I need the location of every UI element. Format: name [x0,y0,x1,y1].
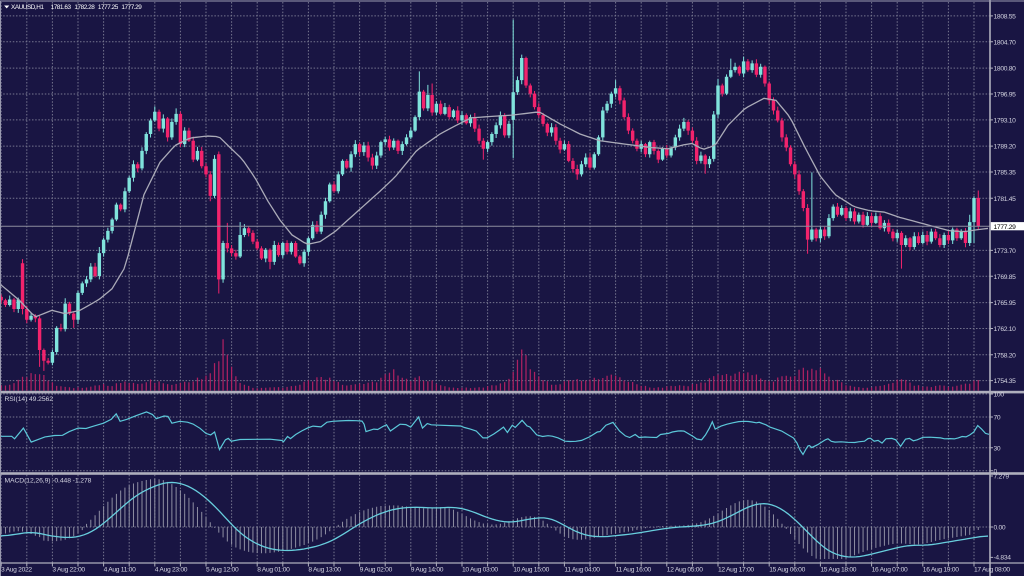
svg-text:1769.85: 1769.85 [994,274,1017,281]
svg-text:1785.35: 1785.35 [994,170,1017,177]
svg-text:1758.20: 1758.20 [994,352,1017,359]
svg-text:10 Aug 15:00: 10 Aug 15:00 [513,567,549,574]
svg-text:15 Aug 18:00: 15 Aug 18:00 [820,567,856,574]
svg-text:1781.45: 1781.45 [994,196,1017,203]
svg-text:1808.55: 1808.55 [994,14,1017,21]
svg-text:XAUUSD,H1: XAUUSD,H1 [11,4,44,11]
svg-text:11 Aug 04:00: 11 Aug 04:00 [564,567,600,574]
svg-text:1773.70: 1773.70 [994,248,1017,255]
svg-text:1796.95: 1796.95 [994,92,1017,99]
svg-text:9 Aug 14:00: 9 Aug 14:00 [411,567,444,574]
svg-text:3 Aug 22:00: 3 Aug 22:00 [52,567,85,574]
svg-text:1793.10: 1793.10 [994,118,1017,125]
svg-text:1789.20: 1789.20 [994,144,1017,151]
svg-text:1777.29: 1777.29 [121,4,142,11]
svg-text:1765.95: 1765.95 [994,300,1017,307]
svg-text:9 Aug 02:00: 9 Aug 02:00 [360,567,393,574]
svg-text:17 Aug 08:00: 17 Aug 08:00 [974,567,1010,574]
svg-text:11 Aug 16:00: 11 Aug 16:00 [616,567,652,574]
svg-text:7.279: 7.279 [994,474,1010,481]
svg-text:16 Aug 07:00: 16 Aug 07:00 [872,567,908,574]
svg-text:1804.70: 1804.70 [994,39,1017,46]
svg-text:RSI(14) 49.2562: RSI(14) 49.2562 [5,396,54,403]
svg-text:4 Aug 23:00: 4 Aug 23:00 [155,567,188,574]
svg-text:1782.28: 1782.28 [74,4,95,11]
svg-text:MACD(12,26,9) -0.448 -1.278: MACD(12,26,9) -0.448 -1.278 [5,477,92,484]
svg-text:1781.63: 1781.63 [51,4,72,11]
svg-text:30: 30 [994,445,1001,452]
svg-text:8 Aug 01:00: 8 Aug 01:00 [257,567,290,574]
svg-text:16 Aug 19:00: 16 Aug 19:00 [923,567,959,574]
svg-text:1777.29: 1777.29 [994,224,1017,231]
svg-text:5 Aug 12:00: 5 Aug 12:00 [206,567,239,574]
svg-text:15 Aug 06:00: 15 Aug 06:00 [769,567,805,574]
svg-text:12 Aug 17:00: 12 Aug 17:00 [718,567,754,574]
svg-text:70: 70 [994,415,1001,422]
svg-text:-4.834: -4.834 [994,555,1012,562]
svg-text:0: 0 [994,468,998,475]
svg-text:100: 100 [994,392,1005,399]
svg-text:10 Aug 03:00: 10 Aug 03:00 [462,567,498,574]
svg-text:4 Aug 11:00: 4 Aug 11:00 [104,567,136,574]
svg-text:1777.25: 1777.25 [98,4,119,11]
svg-text:1800.80: 1800.80 [994,66,1017,73]
svg-text:12 Aug 05:00: 12 Aug 05:00 [667,567,703,574]
svg-text:1754.35: 1754.35 [994,378,1017,385]
svg-text:3 Aug 2022: 3 Aug 2022 [1,567,32,574]
svg-text:1762.10: 1762.10 [994,326,1017,333]
svg-text:8 Aug 13:00: 8 Aug 13:00 [308,567,341,574]
svg-text:0.00: 0.00 [994,525,1006,532]
